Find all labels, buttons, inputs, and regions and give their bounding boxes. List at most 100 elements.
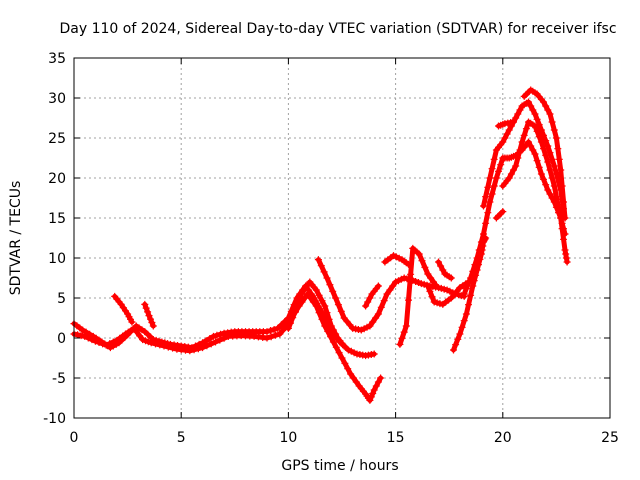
plus-marker	[84, 334, 92, 342]
plus-marker	[267, 333, 275, 341]
plus-marker	[527, 102, 535, 110]
plus-marker	[321, 302, 329, 310]
plus-marker	[220, 334, 228, 342]
plus-marker	[326, 281, 334, 289]
plus-marker	[460, 317, 468, 325]
plus-marker	[531, 150, 539, 158]
plus-marker	[558, 182, 566, 190]
plus-marker	[516, 106, 524, 114]
plus-marker	[546, 190, 554, 198]
series-track-9	[424, 278, 472, 308]
plus-marker	[99, 340, 107, 348]
plus-marker	[297, 290, 305, 298]
plus-marker	[216, 336, 224, 344]
plus-marker	[341, 359, 349, 367]
plus-marker	[332, 330, 340, 338]
plus-marker	[533, 127, 541, 135]
y-tick-label: -10	[43, 411, 66, 427]
series-track-17	[492, 208, 507, 222]
plus-marker	[169, 344, 177, 352]
series-track-16	[495, 118, 517, 130]
plus-marker	[400, 328, 408, 336]
plus-marker	[467, 274, 475, 282]
plus-marker	[480, 230, 487, 238]
plus-marker	[370, 386, 378, 394]
plus-marker	[554, 145, 562, 153]
series-line	[521, 87, 568, 221]
series-track-3	[111, 292, 136, 326]
plus-marker	[366, 294, 374, 302]
plus-marker	[503, 130, 511, 138]
plus-marker	[488, 165, 496, 173]
x-tick-label: 15	[387, 430, 405, 446]
plus-marker	[317, 262, 325, 270]
plus-marker	[488, 190, 496, 198]
plus-marker	[469, 282, 477, 290]
plus-marker	[315, 291, 323, 299]
plus-marker	[160, 342, 168, 350]
chart-title: Day 110 of 2024, Sidereal Day-to-day VTE…	[59, 21, 616, 37]
plus-marker	[418, 257, 426, 265]
plus-marker	[499, 208, 507, 216]
plus-marker	[428, 293, 436, 301]
plus-marker	[209, 332, 217, 340]
plus-marker	[277, 321, 285, 329]
plus-marker	[426, 287, 434, 295]
plus-marker	[323, 274, 331, 282]
plus-marker	[194, 345, 202, 353]
plus-marker	[207, 340, 215, 348]
plus-marker	[217, 330, 224, 338]
plus-marker	[367, 393, 375, 401]
plus-marker	[102, 341, 110, 349]
plus-marker	[546, 149, 554, 157]
plus-marker	[465, 301, 472, 309]
y-tick-label: 25	[48, 131, 66, 147]
plus-marker	[531, 122, 539, 130]
plus-marker	[349, 374, 357, 382]
plus-marker	[88, 336, 96, 344]
plus-marker	[499, 138, 507, 146]
plus-marker	[484, 183, 492, 191]
plus-marker	[537, 170, 545, 178]
plus-marker	[531, 110, 539, 118]
series-line	[493, 209, 506, 221]
plus-marker	[518, 138, 526, 146]
plus-marker	[407, 270, 415, 278]
plus-marker	[542, 102, 550, 110]
plus-marker	[152, 340, 159, 348]
series-line	[382, 253, 411, 267]
plus-marker	[340, 342, 348, 350]
plus-marker	[512, 162, 520, 170]
plus-marker	[514, 154, 522, 162]
series-track-8	[396, 244, 440, 348]
plus-marker	[548, 155, 556, 163]
plus-marker	[274, 324, 282, 332]
plus-marker	[514, 110, 522, 118]
plus-marker	[312, 286, 320, 294]
plus-marker	[437, 262, 445, 270]
plus-marker	[130, 324, 138, 332]
plus-marker	[186, 347, 194, 355]
plus-marker	[432, 282, 440, 290]
plus-marker	[318, 297, 326, 305]
plus-marker	[557, 166, 565, 174]
plot-series	[70, 86, 571, 404]
plus-marker	[427, 274, 435, 282]
plus-marker	[327, 322, 335, 330]
plus-marker	[467, 291, 475, 299]
plus-marker	[501, 134, 509, 142]
plus-marker	[563, 258, 571, 266]
plus-marker	[555, 203, 562, 211]
plus-marker	[347, 370, 355, 378]
plus-marker	[548, 118, 556, 126]
plus-marker	[329, 287, 337, 295]
plus-marker	[312, 302, 320, 310]
plus-marker	[377, 374, 385, 382]
plus-marker	[369, 390, 377, 397]
plus-marker	[398, 334, 406, 342]
plus-marker	[352, 378, 360, 386]
plus-marker	[389, 282, 397, 290]
plus-marker	[424, 270, 432, 278]
plus-marker	[91, 337, 99, 345]
series-track-14	[520, 86, 569, 222]
